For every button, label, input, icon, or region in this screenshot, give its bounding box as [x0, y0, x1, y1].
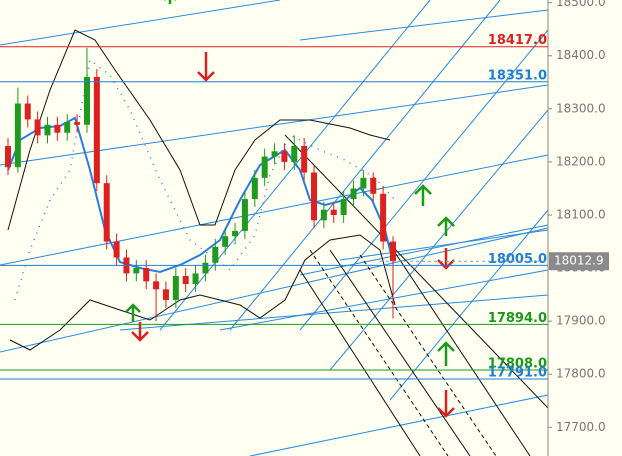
candle-body [44, 124, 51, 136]
level-label: 17791.0 [488, 366, 547, 381]
candle-body [271, 151, 278, 157]
y-tick-label: 18400.0 [556, 48, 606, 62]
candle-body [320, 209, 327, 221]
level-label: 18351.0 [488, 68, 547, 83]
last-price-label: 18012.9 [554, 254, 604, 268]
candle-body [330, 209, 337, 215]
trend-lines [0, 0, 549, 456]
level-label: 18417.0 [488, 33, 547, 48]
candle-body [133, 268, 140, 274]
candle-body [74, 122, 81, 125]
level-label: 17894.0 [488, 311, 547, 326]
candle-body [93, 76, 100, 184]
candle-body [83, 76, 90, 125]
candle-body [360, 177, 367, 189]
candle-body [182, 276, 189, 285]
candle-body [162, 289, 169, 300]
candle-body [64, 122, 71, 133]
candle-body [281, 151, 288, 162]
level-label: 17808.0 [488, 357, 547, 372]
y-tick-label: 17700.0 [556, 420, 606, 434]
candle-body [340, 199, 347, 215]
y-tick-label: 18100.0 [556, 207, 606, 221]
y-tick-label: 18200.0 [556, 154, 606, 168]
candle-body [251, 177, 258, 200]
candle-body [380, 193, 387, 242]
candle-body [143, 268, 150, 282]
candle-body [153, 281, 160, 290]
candle-body [54, 124, 61, 133]
candle-body [212, 246, 219, 263]
candle-body [291, 145, 298, 162]
candle-body [232, 230, 239, 237]
candle-body [370, 177, 377, 194]
y-tick-label: 17800.0 [556, 367, 606, 381]
candle-body [311, 172, 318, 221]
candle-body [34, 119, 41, 136]
signal-arrows [125, 0, 455, 418]
candle-body [24, 103, 31, 120]
y-tick-label: 18500.0 [556, 0, 606, 9]
candle-body [5, 145, 11, 168]
candle-body [390, 241, 396, 262]
candle-body [241, 199, 248, 231]
candle-body [113, 241, 120, 258]
y-tick-label: 18300.0 [556, 101, 606, 115]
last-price-box [549, 252, 609, 271]
level-label: 18005.0 [488, 252, 547, 267]
candle-body [14, 103, 21, 168]
y-tick-label: 17900.0 [556, 314, 606, 328]
candle-body [172, 276, 179, 300]
candle-body [192, 273, 199, 285]
candle-body [350, 188, 357, 200]
candle-body [261, 156, 268, 178]
candle-body [103, 183, 110, 242]
candle-body [202, 262, 209, 274]
candle-body [301, 145, 308, 173]
candle-body [222, 236, 229, 247]
